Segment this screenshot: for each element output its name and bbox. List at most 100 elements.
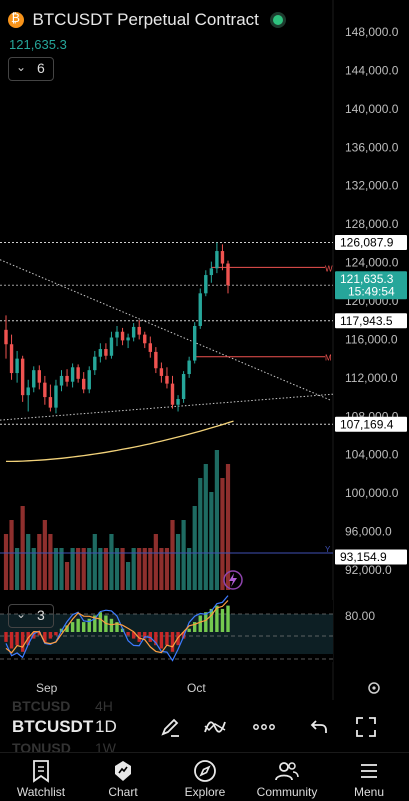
- candle-body: [104, 349, 108, 356]
- volume-bar: [109, 534, 114, 590]
- candle-body: [215, 251, 219, 269]
- more-icon[interactable]: [250, 713, 278, 741]
- volume-bar: [159, 548, 164, 590]
- nav-explore[interactable]: Explore: [164, 757, 246, 799]
- candle-body: [159, 368, 164, 376]
- candle-body: [32, 370, 36, 388]
- volume-bar: [59, 548, 64, 590]
- volume-bar: [70, 548, 75, 590]
- oscillator-bar: [143, 632, 147, 639]
- volume-bar: [164, 548, 170, 590]
- volume-bar: [98, 548, 103, 590]
- candle-body: [126, 337, 130, 341]
- symbol-title[interactable]: BTCUSDT Perpetual Contract: [32, 10, 259, 29]
- oscillator-bar: [187, 628, 191, 632]
- candle-body: [26, 387, 30, 396]
- oscillator-bar: [204, 612, 208, 632]
- candle-body: [70, 367, 75, 382]
- nav-community[interactable]: Community: [246, 757, 328, 799]
- volume-bar: [114, 548, 120, 590]
- oscillator-level-label: 80.00: [345, 609, 375, 623]
- price-tag: 117,943.5: [340, 314, 393, 328]
- volume-bar: [131, 548, 136, 590]
- timeframe-selector[interactable]: 1D: [95, 717, 117, 736]
- oscillator-bar: [198, 615, 202, 632]
- oscillator-bar: [165, 632, 169, 646]
- candle-body: [165, 375, 169, 384]
- bookmark-icon: [33, 760, 49, 783]
- indicators-icon[interactable]: [201, 713, 229, 741]
- price-tag-bg: [335, 271, 407, 300]
- y-tick-label: 136,000.0: [345, 140, 399, 154]
- candle-body: [209, 268, 214, 276]
- price-tag-bg: [335, 549, 407, 565]
- candle-body: [204, 275, 208, 294]
- nav-menu-label: Menu: [353, 785, 385, 799]
- candle-body: [170, 383, 175, 405]
- volume-bar: [37, 534, 42, 590]
- draw-tool-icon[interactable]: [156, 713, 184, 741]
- oscillator-bar: [93, 615, 97, 632]
- y-tick-label: 148,000.0: [345, 25, 399, 39]
- volume-bar: [198, 478, 203, 590]
- oscillator-bar: [115, 622, 119, 632]
- oscillator-bar: [220, 608, 225, 632]
- candle-body: [93, 356, 97, 371]
- undo-icon[interactable]: [305, 713, 333, 741]
- oscillator-bar: [20, 632, 25, 652]
- last-price: 121,635.3: [9, 37, 67, 52]
- oscillator-bar: [209, 608, 214, 632]
- community-icon: [275, 762, 299, 781]
- volume-bar: [214, 450, 219, 590]
- oscillator-bar: [15, 632, 19, 646]
- y-tick-label: 140,000.0: [345, 102, 399, 116]
- timeframe-ghost-top: 4H: [95, 698, 113, 714]
- oscillator-bar: [126, 632, 130, 636]
- oscillator-bar: [120, 628, 125, 632]
- candle-body: [181, 374, 186, 399]
- candle-body: [54, 385, 58, 408]
- bitcoin-logo-icon: [8, 11, 24, 28]
- nav-chart[interactable]: Chart: [82, 757, 164, 799]
- nav-watchlist-label: Watchlist: [16, 785, 66, 799]
- nav-community-label: Community: [256, 785, 318, 799]
- volume-bar: [20, 506, 25, 590]
- bottom-navigation: Watchlist Chart Explore Community Menu: [0, 752, 409, 801]
- y-tick-label: 144,000.0: [345, 63, 399, 77]
- candle-body: [87, 370, 91, 390]
- nav-menu[interactable]: Menu: [328, 757, 409, 799]
- volume-bar: [31, 548, 36, 590]
- compass-icon: [194, 760, 216, 782]
- candle-body: [4, 329, 8, 345]
- nav-chart-label: Chart: [108, 785, 138, 799]
- candle-body: [20, 358, 25, 396]
- price-tag-bg: [335, 235, 407, 251]
- candle-body: [15, 358, 19, 374]
- nav-watchlist[interactable]: Watchlist: [0, 757, 82, 799]
- indicator-toggle[interactable]: ⌄ 6: [8, 57, 54, 81]
- y-tick-label: 104,000.0: [345, 448, 399, 462]
- fullscreen-icon[interactable]: [352, 713, 380, 741]
- price-chart[interactable]: 148,000.0 144,000.0 140,000.0 136,000.0 132,…: [0, 0, 409, 700]
- oscillator-bar: [4, 632, 8, 642]
- candle-body: [37, 370, 41, 383]
- descending-trendline: [0, 259, 331, 401]
- candle-body: [65, 375, 69, 382]
- symbol-selector[interactable]: BTCUSDT: [12, 717, 94, 736]
- candle-body: [9, 344, 14, 374]
- candle-body: [48, 397, 53, 408]
- volume-bar: [42, 520, 47, 590]
- candle-body: [131, 326, 136, 338]
- volume-bar: [87, 548, 92, 590]
- oscillator-bar: [76, 618, 80, 632]
- candle-body: [226, 263, 230, 286]
- candle-body: [109, 337, 114, 356]
- price-tag: 93,154.9: [340, 550, 387, 564]
- oscillator-bar: [82, 622, 86, 632]
- volume-bar: [15, 548, 20, 590]
- chevron-down-icon: ⌄: [16, 607, 27, 621]
- oscillator-bar: [87, 618, 91, 632]
- oscillator-toggle[interactable]: ⌄ 3: [8, 604, 54, 628]
- volume-bar: [9, 520, 14, 590]
- lightning-icon: [229, 573, 237, 587]
